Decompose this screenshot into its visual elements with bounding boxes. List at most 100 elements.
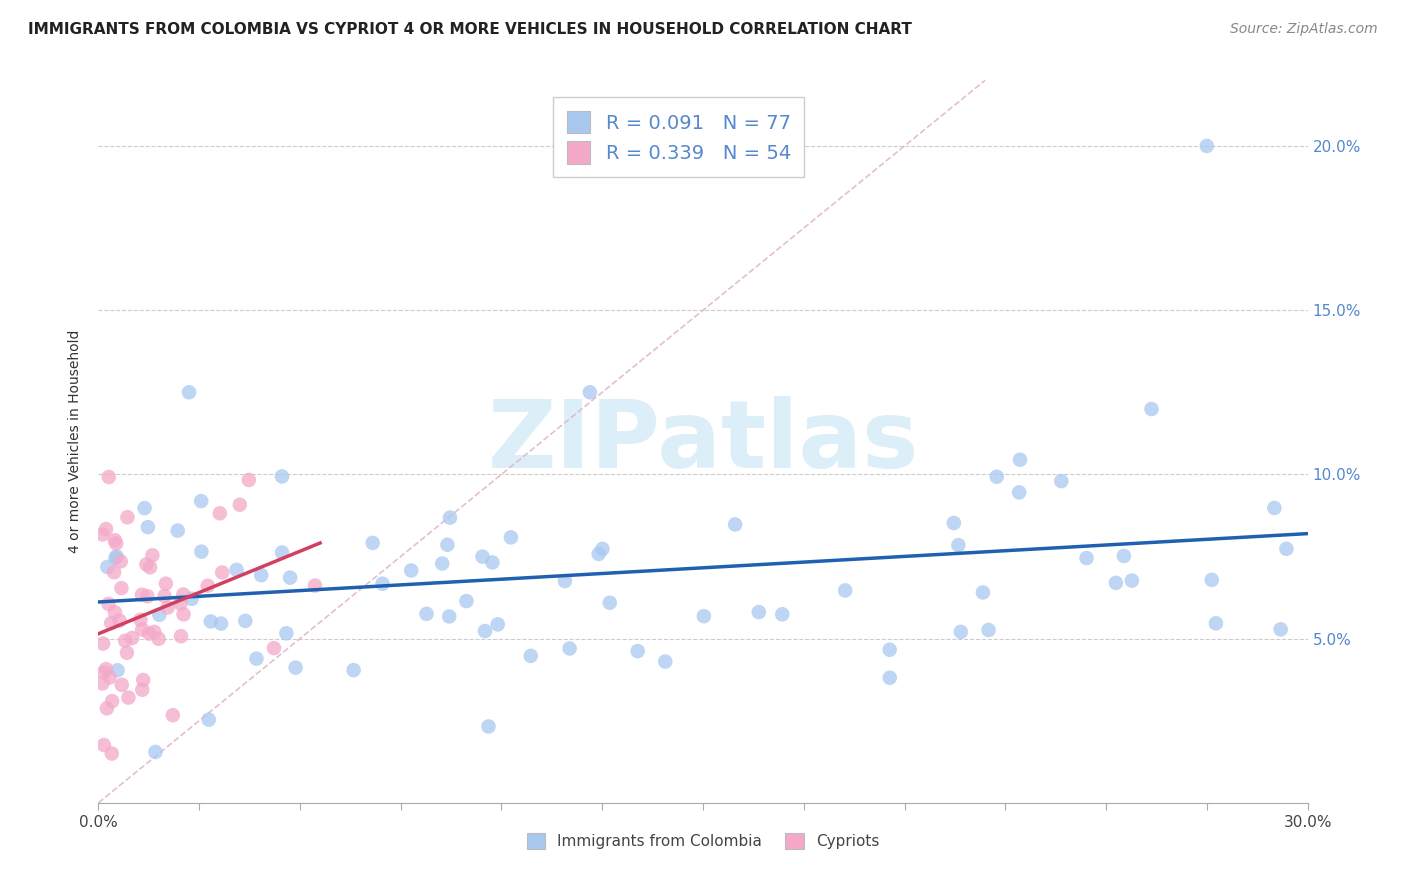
Point [558,641,581,656]
Point [748,605,770,619]
Point [229,498,252,512]
Text: ZIPatlas: ZIPatlas [488,395,918,488]
Point [93,665,115,680]
Point [1195,139,1218,153]
Point [834,583,856,598]
Point [1201,573,1223,587]
Point [143,624,166,639]
Point [879,642,901,657]
Point [117,690,139,705]
Point [986,469,1008,483]
Point [108,614,131,628]
Point [211,566,233,580]
Point [271,469,294,483]
Point [155,576,177,591]
Point [107,663,129,677]
Point [98,670,121,684]
Point [91,527,114,541]
Point [627,644,650,658]
Point [136,589,159,603]
Point [197,579,219,593]
Point [96,701,118,715]
Point [1205,616,1227,631]
Point [209,616,232,631]
Point [131,588,153,602]
Point [96,560,118,574]
Point [129,613,152,627]
Point [879,671,901,685]
Point [200,615,222,629]
Point [114,633,136,648]
Point [170,629,193,643]
Point [115,646,138,660]
Point [432,557,454,571]
Point [591,541,613,556]
Point [94,522,117,536]
Point [101,747,124,761]
Point [942,516,965,530]
Point [110,554,132,568]
Point [101,694,124,708]
Point [439,510,461,524]
Point [1050,474,1073,488]
Point [105,536,128,550]
Point [1008,452,1031,467]
Point [177,385,200,400]
Point [1270,623,1292,637]
Point [131,623,153,637]
Legend: Immigrants from Colombia, Cypriots: Immigrants from Colombia, Cypriots [519,825,887,856]
Point [271,545,294,559]
Point [1105,575,1128,590]
Point [100,616,122,631]
Point [238,473,260,487]
Point [148,607,170,622]
Point [724,517,747,532]
Point [456,594,478,608]
Point [1121,574,1143,588]
Point [948,538,970,552]
Point [93,738,115,752]
Point [1076,551,1098,566]
Point [97,597,120,611]
Point [94,662,117,676]
Point [166,524,188,538]
Point [173,607,195,622]
Point [121,631,143,645]
Point [481,556,503,570]
Point [134,501,156,516]
Point [190,544,212,558]
Point [554,574,576,588]
Point [1275,541,1298,556]
Point [110,581,132,595]
Point [693,609,716,624]
Point [104,605,127,619]
Point [304,578,326,592]
Point [439,609,461,624]
Point [588,547,610,561]
Point [103,566,125,580]
Point [156,600,179,615]
Point [654,655,676,669]
Y-axis label: 4 or more Vehicles in Household: 4 or more Vehicles in Household [69,330,83,553]
Point [132,673,155,687]
Point [399,564,422,578]
Point [436,538,458,552]
Point [91,676,114,690]
Point [141,549,163,563]
Point [135,558,157,572]
Point [949,624,972,639]
Point [91,636,114,650]
Point [225,563,247,577]
Point [172,587,194,601]
Point [343,663,366,677]
Point [579,385,602,400]
Point [519,648,541,663]
Point [104,533,127,548]
Point [477,719,499,733]
Point [770,607,793,622]
Text: IMMIGRANTS FROM COLOMBIA VS CYPRIOT 4 OR MORE VEHICLES IN HOUSEHOLD CORRELATION : IMMIGRANTS FROM COLOMBIA VS CYPRIOT 4 OR… [28,22,912,37]
Point [1008,485,1031,500]
Point [208,506,231,520]
Point [486,617,509,632]
Point [599,596,621,610]
